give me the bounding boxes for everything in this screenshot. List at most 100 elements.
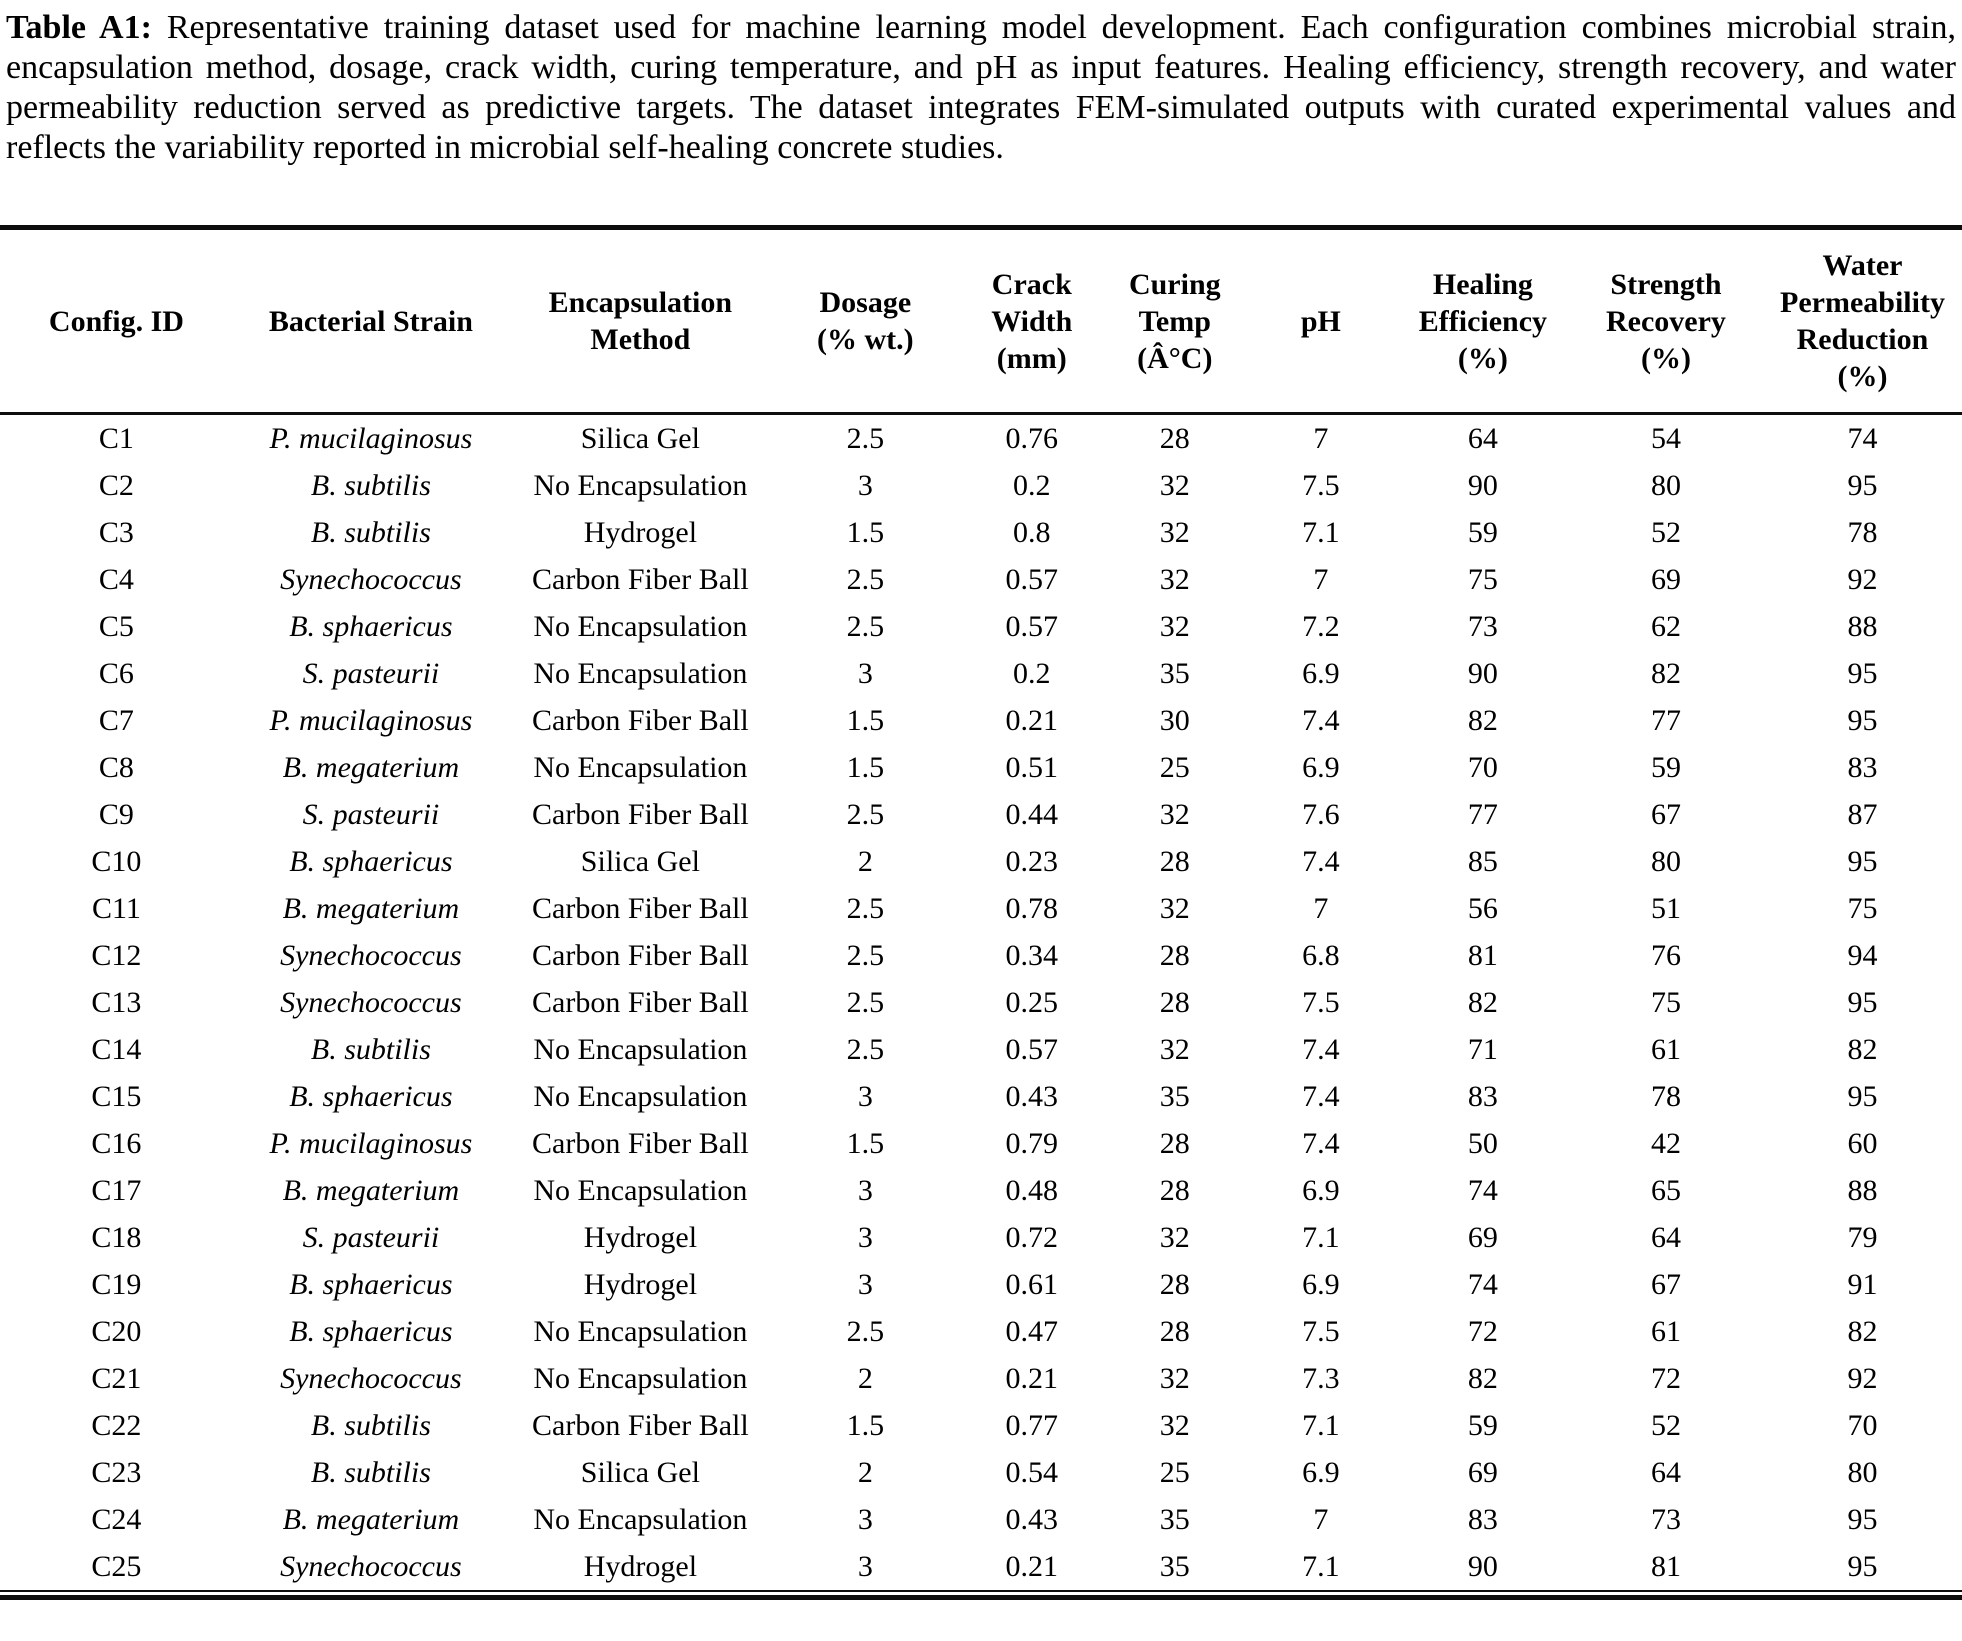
cell-water-permeability-reduction: 91 — [1847, 1267, 1878, 1301]
cell-ph: 7.3 — [1302, 1361, 1340, 1395]
cell-encapsulation-method: No Encapsulation — [533, 1079, 748, 1113]
cell-strength-recovery: 81 — [1650, 1549, 1681, 1583]
table-row: C4 Synechococcus Carbon Fiber Ball 2.5 0.57 3… — [0, 556, 1962, 603]
cell-bacterial-strain: B. subtilis — [310, 1455, 431, 1489]
cell-bacterial-strain: B. megaterium — [282, 891, 460, 925]
dataset-table: Config. ID Bacterial Strain Encapsulatio… — [0, 225, 1962, 1592]
cell-curing-temp: 25 — [1159, 750, 1190, 784]
cell-healing-efficiency: 64 — [1467, 421, 1498, 455]
cell-crack-width: 0.2 — [1013, 656, 1051, 690]
cell-curing-temp: 35 — [1159, 656, 1190, 690]
table-row: C22 B. subtilis Carbon Fiber Ball 1.5 0.77 32… — [0, 1402, 1962, 1449]
cell-strength-recovery: 51 — [1650, 891, 1681, 925]
cell-encapsulation-method: Hydrogel — [583, 1220, 698, 1254]
cell-healing-efficiency: 70 — [1467, 750, 1498, 784]
cell-dosage: 3 — [857, 1173, 873, 1207]
cell-strength-recovery: 52 — [1650, 515, 1681, 549]
cell-encapsulation-method: Hydrogel — [583, 1267, 698, 1301]
cell-ph: 7 — [1313, 891, 1329, 925]
cell-encapsulation-method: No Encapsulation — [533, 1361, 748, 1395]
cell-water-permeability-reduction: 95 — [1847, 656, 1878, 690]
cell-strength-recovery: 62 — [1650, 609, 1681, 643]
cell-config-id: C11 — [91, 891, 141, 925]
cell-crack-width: 0.57 — [1005, 609, 1059, 643]
cell-curing-temp: 32 — [1159, 891, 1190, 925]
cell-encapsulation-method: Carbon Fiber Ball — [532, 1126, 749, 1160]
table-row: C2 B. subtilis No Encapsulation 3 0.2 32 7.5 90… — [0, 462, 1962, 509]
cell-config-id: C8 — [98, 750, 134, 784]
cell-dosage: 2.5 — [846, 609, 885, 643]
table-row: C3 B. subtilis Hydrogel 1.5 0.8 32 7.1 59 52 78 — [0, 509, 1962, 556]
cell-dosage: 2 — [857, 1361, 873, 1395]
cell-config-id: C4 — [98, 562, 134, 596]
cell-crack-width: 0.23 — [1005, 844, 1059, 878]
table-caption: Table A1: Representative training datase… — [0, 0, 1962, 168]
cell-ph: 7.1 — [1302, 1549, 1340, 1583]
table-row: C20 B. sphaericus No Encapsulation 2.5 0.47 2… — [0, 1308, 1962, 1355]
cell-bacterial-strain: B. subtilis — [310, 1408, 431, 1442]
cell-bacterial-strain: Synechococcus — [280, 1549, 462, 1583]
cell-bacterial-strain: B. sphaericus — [289, 1267, 453, 1301]
cell-healing-efficiency: 85 — [1467, 844, 1498, 878]
cell-water-permeability-reduction: 95 — [1847, 468, 1878, 502]
cell-bacterial-strain: P. mucilaginosus — [269, 1126, 473, 1160]
cell-bacterial-strain: Synechococcus — [280, 1361, 462, 1395]
cell-ph: 6.9 — [1302, 1267, 1340, 1301]
cell-dosage: 3 — [857, 656, 873, 690]
cell-dosage: 2.5 — [846, 938, 885, 972]
cell-dosage: 3 — [857, 1502, 873, 1536]
cell-ph: 7.1 — [1302, 1220, 1340, 1254]
cell-ph: 7.4 — [1302, 1032, 1340, 1066]
cell-config-id: C13 — [91, 985, 142, 1019]
table-row: C11 B. megaterium Carbon Fiber Ball 2.5 0.78… — [0, 885, 1962, 932]
table-row: C5 B. sphaericus No Encapsulation 2.5 0.57 32… — [0, 603, 1962, 650]
cell-crack-width: 0.57 — [1005, 1032, 1059, 1066]
cell-ph: 7.4 — [1302, 703, 1340, 737]
column-header-healing-efficiency: Healing Efficiency (%) — [1418, 267, 1548, 375]
cell-strength-recovery: 82 — [1650, 656, 1681, 690]
table-row: C21 Synechococcus No Encapsulation 2 0.21 32 7… — [0, 1355, 1962, 1402]
cell-ph: 6.9 — [1302, 1455, 1340, 1489]
cell-encapsulation-method: Hydrogel — [583, 1549, 698, 1583]
cell-water-permeability-reduction: 70 — [1847, 1408, 1878, 1442]
cell-config-id: C16 — [91, 1126, 142, 1160]
cell-encapsulation-method: Carbon Fiber Ball — [532, 891, 749, 925]
cell-crack-width: 0.78 — [1005, 891, 1059, 925]
cell-curing-temp: 32 — [1159, 1032, 1190, 1066]
cell-curing-temp: 32 — [1159, 1361, 1190, 1395]
cell-strength-recovery: 73 — [1650, 1502, 1681, 1536]
cell-crack-width: 0.76 — [1005, 421, 1059, 455]
cell-crack-width: 0.79 — [1005, 1126, 1059, 1160]
cell-curing-temp: 35 — [1159, 1079, 1190, 1113]
cell-curing-temp: 28 — [1159, 421, 1190, 455]
cell-water-permeability-reduction: 92 — [1847, 1361, 1878, 1395]
cell-water-permeability-reduction: 78 — [1847, 515, 1878, 549]
cell-ph: 7 — [1313, 562, 1329, 596]
cell-water-permeability-reduction: 95 — [1847, 1549, 1878, 1583]
cell-encapsulation-method: No Encapsulation — [533, 609, 748, 643]
cell-crack-width: 0.21 — [1005, 1549, 1059, 1583]
cell-water-permeability-reduction: 92 — [1847, 562, 1878, 596]
cell-encapsulation-method: No Encapsulation — [533, 1032, 748, 1066]
cell-dosage: 2 — [857, 1455, 873, 1489]
cell-encapsulation-method: No Encapsulation — [533, 656, 748, 690]
table-caption-text: Representative training dataset used for… — [6, 9, 1957, 166]
cell-config-id: C15 — [91, 1079, 142, 1113]
cell-bacterial-strain: S. pasteurii — [302, 1220, 440, 1254]
cell-water-permeability-reduction: 87 — [1847, 797, 1878, 831]
cell-dosage: 1.5 — [846, 1126, 885, 1160]
table-row: C16 P. mucilaginosus Carbon Fiber Ball 1.5 0… — [0, 1120, 1962, 1167]
cell-strength-recovery: 64 — [1650, 1220, 1681, 1254]
cell-strength-recovery: 65 — [1650, 1173, 1681, 1207]
cell-ph: 7.1 — [1302, 515, 1340, 549]
cell-curing-temp: 28 — [1159, 1126, 1190, 1160]
cell-crack-width: 0.77 — [1005, 1408, 1059, 1442]
table-row: C8 B. megaterium No Encapsulation 1.5 0.51 25… — [0, 744, 1962, 791]
cell-config-id: C6 — [98, 656, 134, 690]
column-header-water-permeability-reduction: Water Permeability Reduction (%) — [1780, 249, 1945, 393]
cell-encapsulation-method: Carbon Fiber Ball — [532, 797, 749, 831]
table-row: C19 B. sphaericus Hydrogel 3 0.61 28 6.9 74 67 91 — [0, 1261, 1962, 1308]
cell-config-id: C24 — [91, 1502, 142, 1536]
cell-ph: 6.8 — [1302, 938, 1340, 972]
cell-curing-temp: 28 — [1159, 938, 1190, 972]
